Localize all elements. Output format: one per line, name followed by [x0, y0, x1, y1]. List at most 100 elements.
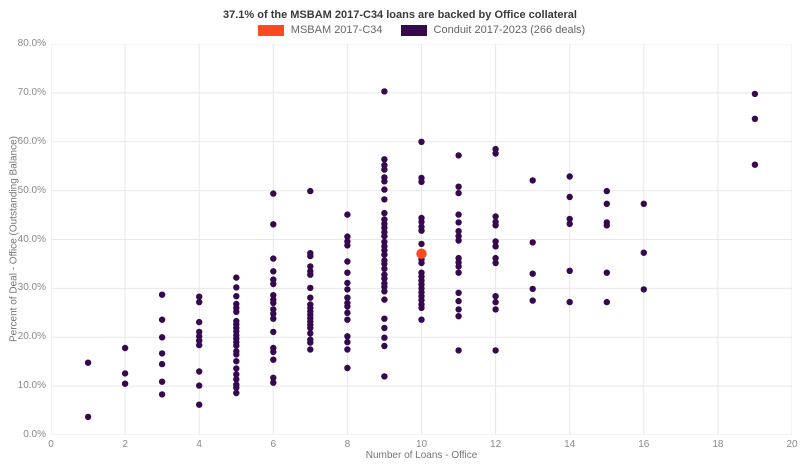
data-point: [270, 268, 277, 275]
x-tick-label: 0: [48, 439, 54, 450]
data-point: [307, 187, 314, 195]
data-point: [270, 190, 277, 197]
data-point: [751, 161, 759, 168]
data-point: [344, 294, 351, 301]
data-point: [381, 238, 388, 246]
data-point: [307, 294, 314, 301]
data-point: [270, 292, 277, 299]
data-point: [270, 374, 277, 381]
data-point: [455, 263, 462, 270]
data-point: [381, 288, 388, 295]
data-point: [455, 183, 462, 190]
x-tick-label: 14: [564, 439, 576, 450]
data-point: [196, 318, 203, 326]
x-tick-label: 10: [415, 439, 428, 450]
data-point: [344, 279, 351, 287]
data-point: [640, 200, 647, 207]
legend: MSBAM 2017-C34 Conduit 2017-2023 (266 de…: [51, 24, 792, 36]
data-point: [233, 358, 240, 365]
y-tick-label: 30.0%: [17, 282, 46, 294]
data-point: [307, 324, 314, 332]
data-point: [529, 270, 536, 277]
data-point: [233, 365, 240, 372]
plot-area: [50, 43, 793, 436]
data-point: [418, 178, 425, 185]
data-point: [233, 389, 240, 397]
data-point: [381, 196, 388, 203]
data-point: [566, 193, 573, 201]
chart-title: 37.1% of the MSBAM 2017-C34 loans are ba…: [223, 9, 577, 21]
data-point: [196, 298, 203, 306]
data-point: [529, 297, 536, 304]
data-point: [344, 346, 351, 353]
x-axis-title: Number of Loans - Office: [365, 450, 478, 461]
data-point: [270, 379, 277, 386]
data-point: [492, 243, 499, 250]
data-point: [381, 334, 388, 341]
data-point: [196, 337, 203, 344]
data-point: [121, 370, 129, 377]
data-point: [455, 232, 462, 240]
data-point: [751, 115, 759, 123]
data-point: [492, 298, 499, 306]
data-point: [307, 346, 314, 353]
data-point: [418, 259, 425, 267]
data-point: [418, 296, 425, 304]
data-point: [233, 284, 240, 291]
x-tick-label: 6: [270, 439, 277, 450]
data-point: [455, 219, 462, 226]
data-point: [455, 211, 462, 218]
data-point: [381, 186, 388, 193]
data-point: [270, 315, 277, 322]
data-point: [233, 371, 240, 378]
data-point: [270, 221, 277, 228]
data-point: [751, 90, 759, 98]
data-point: [344, 364, 351, 372]
data-point: [344, 233, 351, 240]
data-point: [418, 218, 425, 226]
data-point: [381, 260, 388, 268]
data-point: [418, 304, 425, 312]
data-point: [381, 178, 388, 185]
data-point: [158, 350, 166, 357]
data-point: [307, 271, 314, 278]
y-tick-label: 0.0%: [23, 429, 46, 440]
x-tick-label: 8: [344, 439, 351, 450]
data-point: [158, 378, 166, 385]
data-point: [492, 347, 499, 354]
data-point: [196, 341, 203, 349]
data-point: [344, 338, 351, 346]
data-point: [529, 285, 536, 293]
legend-item-msbam: MSBAM 2017-C34: [257, 24, 383, 36]
data-point: [381, 275, 388, 282]
y-tick-label: 10.0%: [17, 380, 46, 392]
data-point: [455, 297, 462, 305]
data-point: [158, 316, 166, 323]
data-point: [270, 255, 277, 262]
data-point: [566, 267, 573, 274]
data-point: [455, 189, 462, 197]
data-point: [418, 227, 425, 234]
data-point: [121, 380, 129, 387]
data-point: [270, 328, 277, 336]
data-point: [158, 334, 166, 341]
data-point: [418, 240, 425, 248]
y-tick-label: 20.0%: [17, 331, 46, 343]
data-point: [381, 156, 388, 163]
data-point: [381, 209, 388, 217]
data-point: [158, 391, 166, 398]
data-point: [344, 269, 351, 276]
data-point: [381, 265, 388, 272]
x-tick-label: 16: [638, 439, 650, 450]
y-tick-label: 70.0%: [17, 86, 46, 98]
legend-item-conduit: Conduit 2017-2023 (266 deals): [400, 24, 586, 36]
data-point: [455, 289, 462, 296]
data-point: [529, 177, 536, 184]
data-point: [416, 248, 427, 259]
data-point: [307, 284, 314, 292]
data-point: [344, 303, 351, 310]
data-point: [233, 342, 240, 349]
data-point: [566, 220, 573, 228]
legend-label-conduit: Conduit 2017-2023 (266 deals): [433, 24, 586, 36]
